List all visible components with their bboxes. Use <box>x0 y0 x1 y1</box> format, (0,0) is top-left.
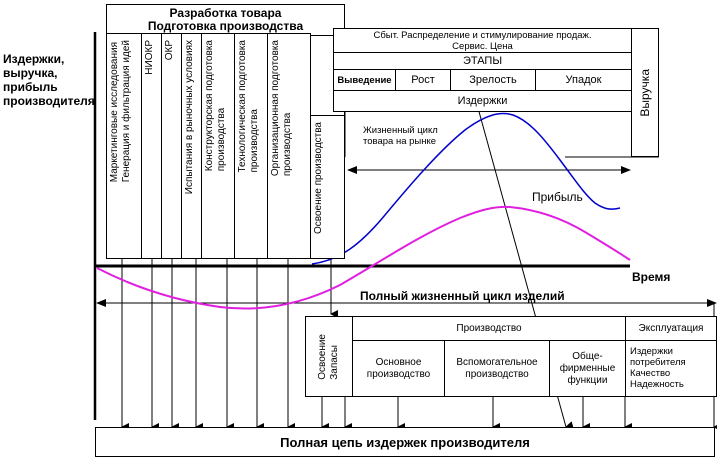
production-auxiliary: Вспомогательное производство <box>444 340 550 397</box>
market-top-line2: Сервис. Цена <box>452 40 513 52</box>
bottom-bar: Полная цепь издержек производителя <box>95 427 715 457</box>
production-corporate: Обще- фирменные функции <box>549 340 626 397</box>
profit-curve <box>96 205 631 310</box>
time-label: Время <box>632 270 671 284</box>
production-mastering-label-wrap: Освоение Запасы <box>305 316 353 397</box>
y-axis-label: Издержки, выручка, прибыль производителя <box>3 52 95 108</box>
development-title-line1: Разработка товара <box>169 6 282 20</box>
dev-col-mastering: Освоение производства <box>310 115 345 259</box>
full-cycle-label: Полный жизненный цикл изделий <box>360 289 565 303</box>
revenue-curve <box>311 112 621 265</box>
exploitation-items: Издержки потребителя Качество Надежность <box>625 340 717 397</box>
production-main: Основное производство <box>352 340 445 397</box>
revenue-box <box>631 28 659 157</box>
profit-label: Прибыль <box>532 190 583 204</box>
market-lifecycle-label: Жизненный цикл товара на рынке <box>363 125 438 147</box>
exploitation-title: Эксплуатация <box>625 316 717 341</box>
production-mastering-label: Освоение Запасы <box>317 333 340 380</box>
market-top-line1: Сбыт. Распределение и стимулирование про… <box>373 29 592 41</box>
market-costs: Издержки <box>333 90 632 112</box>
development-title-line2: Подготовка производства <box>147 19 304 33</box>
production-title: Производство <box>352 316 626 341</box>
